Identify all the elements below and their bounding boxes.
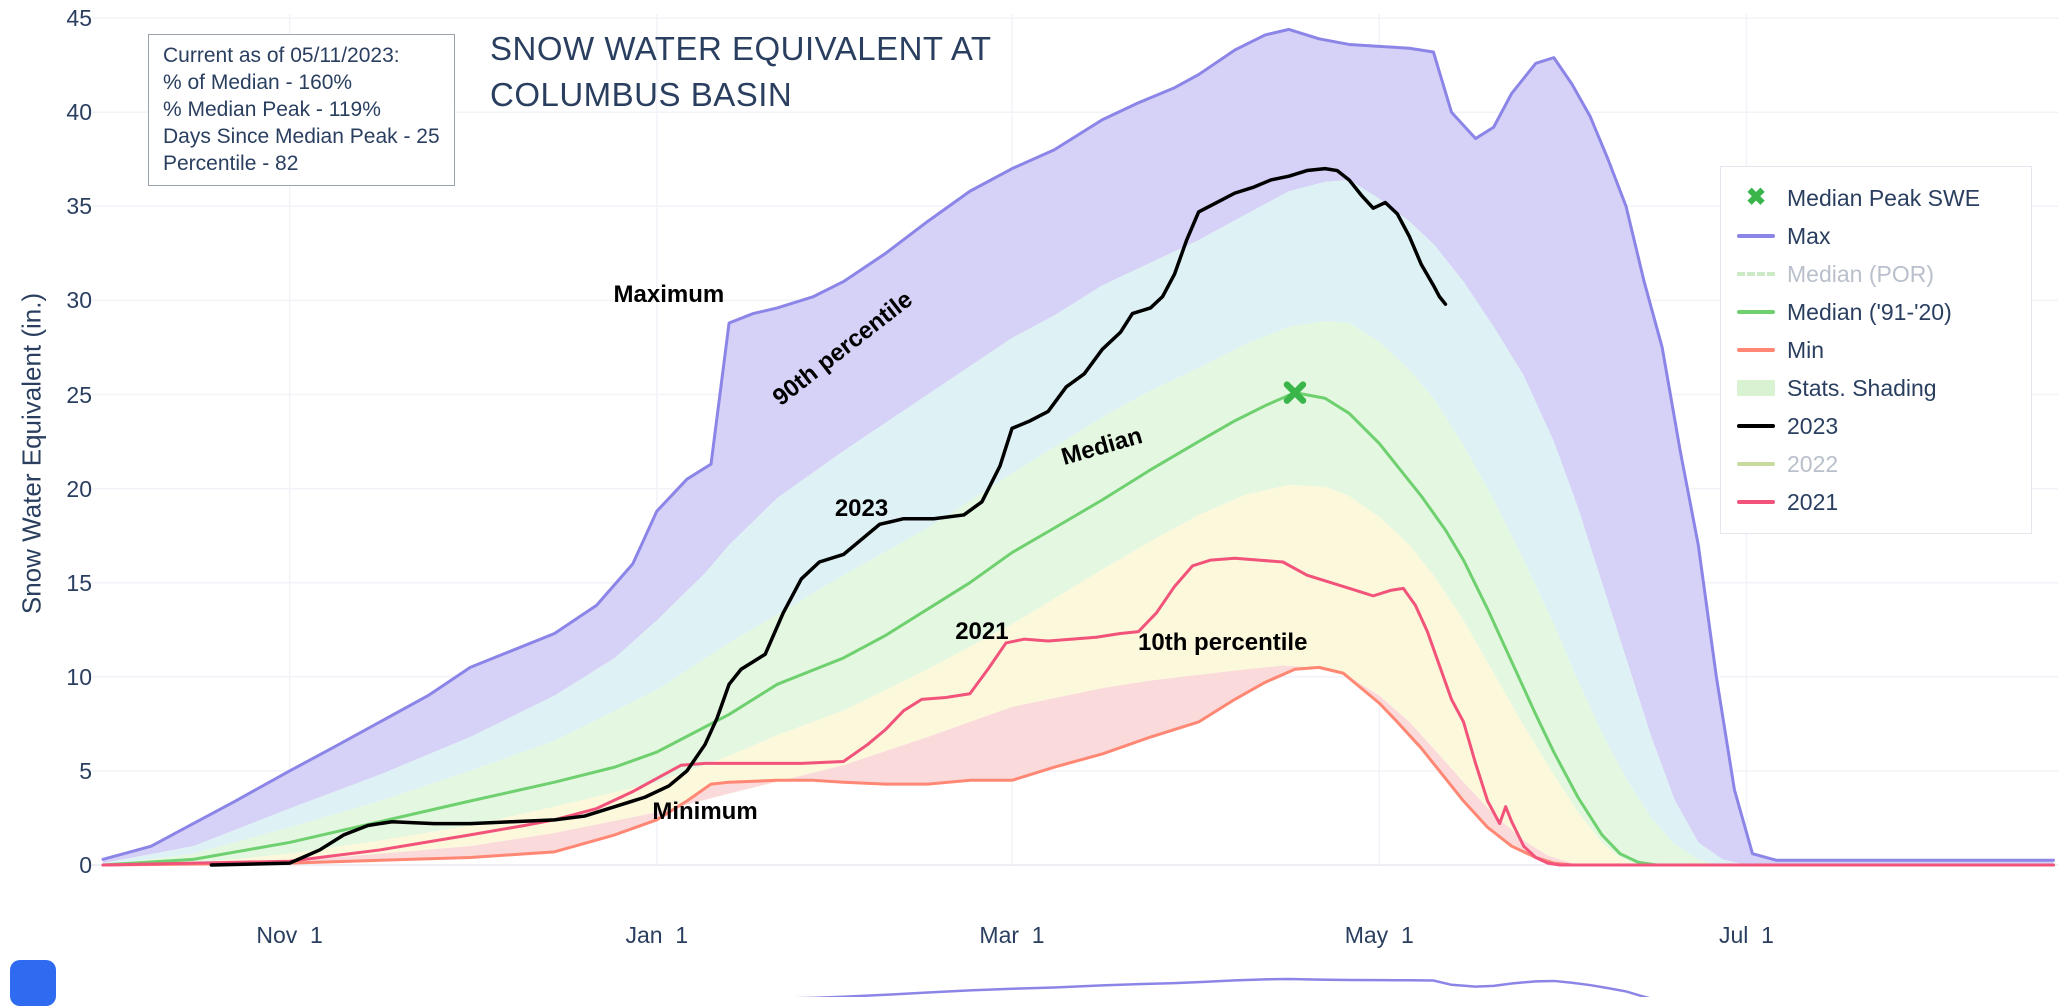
legend-item-label: Median (POR) — [1787, 260, 1934, 287]
x-marker-icon: ✖ — [1745, 184, 1767, 211]
series-line-2021 — [101, 556, 2055, 867]
legend-item-label: Stats. Shading — [1787, 374, 1937, 401]
legend: ✖ Median Peak SWE Max Median (POR) Median ('… — [1720, 166, 2032, 534]
legend-item-label: 2021 — [1787, 488, 1839, 515]
band-10th-to-min — [103, 665, 2054, 865]
info-box-line: % Median Peak - 119% — [163, 97, 381, 121]
x-tick-label: Mar 1 — [979, 922, 1045, 948]
legend-item-min[interactable]: Min — [1735, 331, 2021, 369]
legend-swatch-line — [1735, 234, 1777, 238]
series-line-median-91-20- — [101, 391, 2055, 867]
legend-item-label: Median Peak SWE — [1787, 184, 1981, 211]
x-tick-label: Jan 1 — [625, 922, 689, 948]
legend-swatch-area — [1735, 380, 1777, 396]
legend-item-median-91-20-[interactable]: Median ('91-'20) — [1735, 293, 2021, 331]
annotation-minimum: Minimum — [652, 798, 758, 826]
legend-item-label: 2023 — [1787, 412, 1839, 439]
legend-item-max[interactable]: Max — [1735, 217, 2021, 255]
info-box-line: Days Since Median Peak - 25 — [163, 124, 440, 148]
legend-item-2023[interactable]: 2023 — [1735, 407, 2021, 445]
legend-swatch-line — [1735, 424, 1777, 428]
legend-item-stats-shading[interactable]: Stats. Shading — [1735, 369, 2021, 407]
legend-swatch-line — [1735, 500, 1777, 504]
median-peak-swe-marker — [1283, 381, 1307, 404]
y-tick-label: 20 — [66, 475, 92, 502]
legend-item-label: Median ('91-'20) — [1787, 298, 1952, 325]
legend-item-label: Max — [1787, 222, 1831, 249]
page-title-line1: SNOW WATER EQUIVALENT AT — [490, 30, 992, 67]
x-tick-label: Jul 1 — [1718, 922, 1774, 948]
range-slider-mini-line[interactable] — [103, 977, 2053, 997]
band-max-to-90th — [103, 29, 2054, 865]
legend-swatch-dashed-line — [1735, 272, 1777, 276]
info-box: Current as of 05/11/2023: % of Median - 1… — [148, 34, 455, 187]
series-line-2023 — [209, 166, 1448, 867]
annotation-2023: 2023 — [834, 495, 889, 523]
legend-item-label: 2022 — [1787, 450, 1839, 477]
page-title: SNOW WATER EQUIVALENT AT COLUMBUS BASIN — [490, 26, 992, 117]
legend-swatch-line — [1735, 462, 1777, 466]
series-line-min — [101, 665, 2055, 867]
y-tick-label: 35 — [66, 193, 92, 220]
y-tick-label: 45 — [66, 5, 92, 32]
info-box-line: Percentile - 82 — [163, 151, 299, 175]
y-tick-label: 10 — [66, 663, 92, 690]
series-line-max — [101, 27, 2055, 862]
y-tick-label: 30 — [66, 287, 92, 314]
y-tick-label: 0 — [79, 852, 92, 878]
legend-item-label: Min — [1787, 336, 1825, 363]
info-box-line: Current as of 05/11/2023: — [163, 44, 400, 67]
y-tick-label: 15 — [66, 569, 92, 596]
legend-item-2021[interactable]: 2021 — [1735, 483, 2021, 521]
info-box-line: % of Median - 160% — [163, 70, 353, 94]
annotation-10th-percentile: 10th percentile — [1138, 628, 1308, 656]
x-tick-label: Nov 1 — [256, 922, 323, 948]
legend-swatch-line — [1735, 348, 1777, 352]
annotation-2021: 2021 — [955, 617, 1009, 645]
page-title-line2: COLUMBUS BASIN — [490, 75, 793, 113]
y-tick-label: 40 — [66, 99, 92, 126]
band-70th-to-30th — [103, 321, 2054, 865]
y-tick-label: 25 — [66, 381, 92, 408]
band-90th-to-70th — [103, 179, 2054, 865]
y-tick-label: 5 — [79, 757, 92, 784]
legend-item-median-peak-swe[interactable]: ✖ Median Peak SWE — [1735, 179, 2021, 217]
legend-item-median-por-[interactable]: Median (POR) — [1735, 255, 2021, 293]
band-30th-to-10th — [103, 484, 2054, 865]
legend-item-2022[interactable]: 2022 — [1735, 445, 2021, 483]
annotation-maximum: Maximum — [613, 280, 725, 308]
chat-widget-button[interactable] — [10, 960, 56, 1006]
legend-swatch-line — [1735, 310, 1777, 314]
x-tick-label: May 1 — [1344, 922, 1414, 948]
